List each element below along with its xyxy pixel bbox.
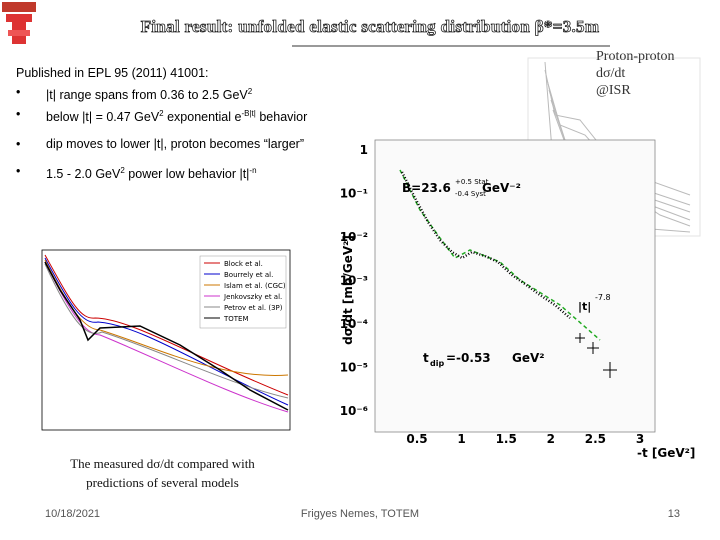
superscript: -n [249, 166, 257, 176]
annotation: GeV⁻² [482, 181, 521, 195]
bullet-text: |t| range spans from 0.36 to 2.5 GeV [46, 88, 248, 103]
annotation: GeV² [512, 351, 545, 365]
y-tick-label: 10⁻⁴ [340, 317, 368, 331]
model-caption: The measured dσ/dt compared with predict… [20, 454, 305, 492]
y-axis-title: dσ/dt [mb/GeV²] [341, 235, 355, 345]
annotation: +0.5 Stat [455, 178, 489, 186]
y-tick-label: 10⁻³ [340, 274, 368, 288]
caption-line: The measured dσ/dt compared with [70, 456, 255, 471]
annotation: B=23.6 [402, 181, 451, 195]
footer-date: 10/18/2021 [45, 508, 101, 520]
title-rule [292, 45, 610, 47]
superscript: -B|t| [241, 109, 256, 119]
main-plot [374, 139, 656, 433]
y-tick-label: 10⁻⁶ [340, 404, 368, 418]
bullet-text: dip moves to lower |t|, proton becomes “… [46, 137, 304, 152]
bullet-text: below |t| = 0.47 GeV [46, 110, 160, 125]
bullet-text: exponential e [163, 110, 242, 125]
bullet-text: behavior [255, 110, 308, 125]
summary: Published in EPL 95 (2011) 41001: |t| ra… [16, 64, 316, 183]
x-tick-label: 0.5 [406, 432, 427, 446]
y-tick-label: 10⁻⁵ [340, 361, 368, 375]
bullet: dip moves to lower |t|, proton becomes “… [16, 135, 316, 153]
isr-caption: Proton-proton dσ/dt @ISR [596, 48, 675, 99]
annotation: -0.4 Syst [455, 190, 486, 198]
legend-entry: Bourrely et al. [224, 271, 273, 279]
caption-line: predictions of several models [86, 475, 239, 490]
y-tick-label: 1 [360, 143, 368, 157]
bullet: 1.5 - 2.0 GeV2 power low behavior |t|-n [16, 162, 316, 183]
bullet: |t| range spans from 0.36 to 2.5 GeV2 [16, 83, 316, 104]
x-tick-label: 1.5 [496, 432, 517, 446]
legend-entry: TOTEM [223, 315, 249, 323]
bullet: below |t| = 0.47 GeV2 exponential e-B|t|… [16, 105, 316, 126]
annotation: =-0.53 [446, 351, 491, 365]
y-tick-label: 10⁻² [340, 230, 368, 244]
annotation: -7.8 [595, 293, 611, 302]
annotation: dip [430, 359, 444, 368]
legend-entry: Petrov et al. (3P) [224, 304, 283, 312]
page-number: 13 [667, 508, 680, 520]
model-plot [41, 249, 291, 431]
isr-caption-line: @ISR [596, 83, 631, 98]
superscript: 2 [159, 109, 164, 119]
logo [2, 2, 36, 44]
legend-entry: Block et al. [224, 260, 263, 268]
superscript: 2 [120, 166, 125, 176]
legend-entry: Jenkovszky et al. [223, 293, 282, 301]
footer-author: Frigyes Nemes, TOTEM [300, 508, 420, 520]
bullet-text: power low behavior |t| [124, 167, 250, 182]
annotation: t [423, 351, 429, 365]
summary-heading: Published in EPL 95 (2011) 41001: [16, 66, 209, 80]
legend-entry: Islam et al. (CGC) [224, 282, 286, 290]
x-tick-label: 3 [636, 432, 644, 446]
superscript: 2 [247, 87, 253, 96]
isr-caption-line: dσ/dt [596, 66, 626, 81]
y-tick-label: 10⁻¹ [340, 187, 368, 201]
bullet-text: 1.5 - 2.0 GeV [46, 167, 121, 182]
x-tick-label: 1 [457, 432, 465, 446]
slide-title: Final result: unfolded elastic scatterin… [140, 17, 600, 37]
x-tick-label: 2.5 [585, 432, 606, 446]
isr-caption-line: Proton-proton [596, 49, 675, 64]
x-axis-title: -t [GeV²] [637, 446, 695, 460]
x-tick-label: 2 [547, 432, 555, 446]
bullet-list: |t| range spans from 0.36 to 2.5 GeV2bel… [16, 83, 316, 183]
annotation: |t| [578, 300, 591, 313]
